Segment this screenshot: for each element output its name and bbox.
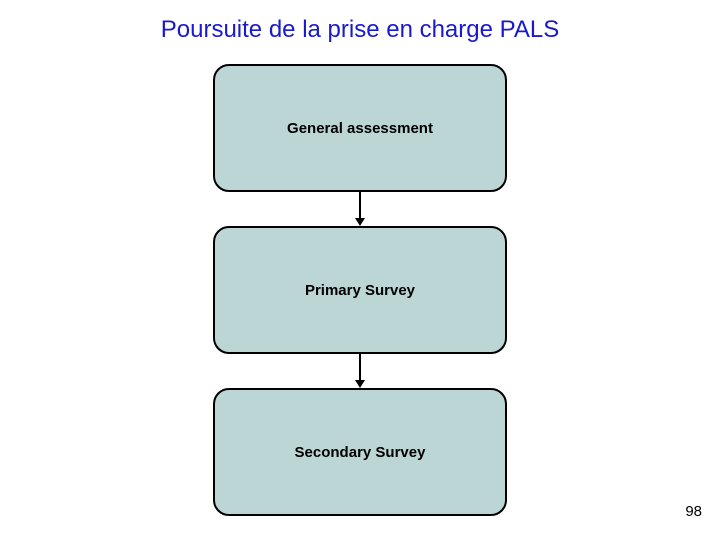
flow-node-label: Primary Survey (305, 282, 415, 299)
flow-node: Primary Survey (213, 226, 507, 354)
flow-node-label: General assessment (287, 120, 433, 137)
arrow-head-icon (355, 380, 365, 388)
flow-node-label: Secondary Survey (295, 444, 426, 461)
page-number: 98 (685, 503, 702, 520)
slide-title: Poursuite de la prise en charge PALS (0, 16, 720, 44)
flow-node: Secondary Survey (213, 388, 507, 516)
flow-node: General assessment (213, 64, 507, 192)
flow-arrow (359, 192, 361, 218)
flow-arrow (359, 354, 361, 380)
arrow-head-icon (355, 218, 365, 226)
